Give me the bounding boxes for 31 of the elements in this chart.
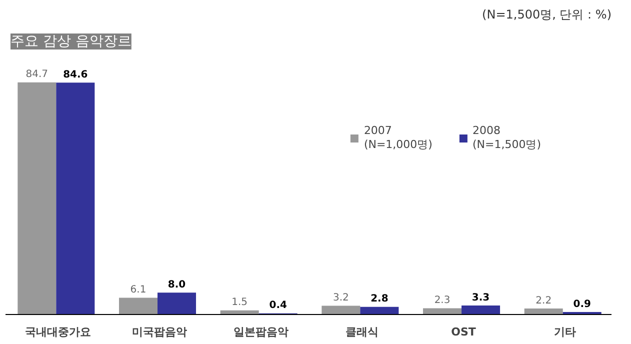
data-label: 2.2 [536,295,552,306]
data-label: 84.7 [26,69,48,80]
bar [119,298,158,314]
bar [423,308,462,314]
bar [322,306,360,314]
x-tick-label: 미국팝음악 [132,326,188,338]
data-label: 2.8 [370,294,388,305]
data-label: 84.6 [63,69,88,80]
data-label: 3.3 [472,292,490,304]
x-tick-label: 클래식 [346,326,379,338]
bar [360,306,399,314]
data-label: 8.0 [168,279,186,290]
chart-title: 주요 감상 음악장르 [10,34,132,50]
data-label: 0.4 [269,300,287,312]
bar [462,305,500,314]
data-label: 6.1 [130,284,146,296]
bar [56,82,95,314]
x-tick-label: OST [451,326,476,338]
data-label: 1.5 [232,297,248,308]
chart-subtitle: (N=1,500명, 단위 : %) [482,8,612,22]
data-label: 3.2 [332,292,349,304]
data-label: 2.3 [434,294,450,306]
legend-label: 2007 (N=1,000명) [364,124,432,152]
legend-label: 2008 (N=1,500명) [472,124,541,152]
bar [524,308,563,314]
x-tick-label: 일본팝음악 [233,326,288,338]
bar [18,82,56,314]
bar [158,292,196,314]
x-tick-label: 국내대중가요 [25,326,92,338]
data-label: 0.9 [573,298,592,310]
x-tick-label: 기타 [554,326,576,338]
